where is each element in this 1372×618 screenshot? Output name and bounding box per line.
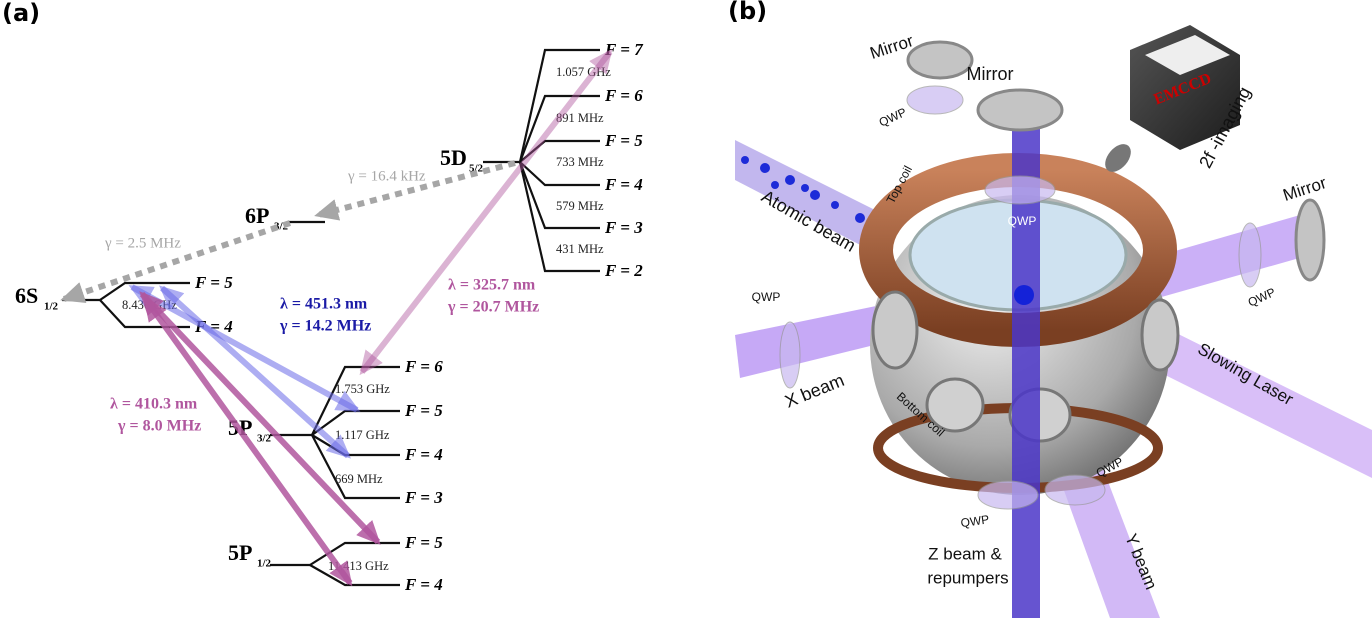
apparatus-render — [735, 25, 1372, 618]
transition-label: γ = 16.4 kHz — [347, 168, 426, 184]
panel-label: (a) — [2, 0, 40, 27]
splitting-label: 669 MHz — [335, 472, 383, 486]
apparatus-label: QWP — [752, 290, 781, 304]
f-label: F = 6 — [404, 357, 443, 376]
apparatus-label: QWP — [877, 105, 909, 130]
splitting-label: 733 MHz — [556, 155, 604, 169]
figure: (a)5D5/2F = 7F = 6F = 5F = 4F = 3F = 21.… — [0, 0, 1372, 618]
f-label: F = 5 — [404, 401, 443, 420]
f-label: F = 3 — [404, 488, 443, 507]
transition-label: γ = 2.5 MHz — [104, 235, 181, 251]
transition-label: λ = 451.3 nm — [280, 296, 368, 313]
level-name: 6P — [245, 203, 269, 228]
level-subscript: 3/2 — [257, 433, 272, 445]
f-label: F = 5 — [194, 273, 233, 292]
f-label: F = 4 — [404, 445, 443, 464]
splitting-label: 1.117 GHz — [335, 428, 390, 442]
transition-label: λ = 325.7 nm — [448, 277, 536, 294]
f-label: F = 4 — [404, 575, 443, 594]
f-label: F = 3 — [604, 218, 643, 237]
level-subscript: 1/2 — [257, 558, 272, 570]
level-name: 5P — [228, 540, 252, 565]
apparatus-label: repumpers — [927, 568, 1008, 587]
level-subscript: 1/2 — [44, 301, 59, 313]
f-label: F = 6 — [604, 86, 643, 105]
transition-label: γ = 8.0 MHz — [117, 418, 201, 435]
apparatus-label: Mirror — [967, 64, 1014, 84]
splitting-label: 1.057 GHz — [556, 65, 611, 79]
apparatus-label: QWP — [1008, 214, 1037, 228]
transition-arrow — [64, 223, 290, 299]
splitting-label: 431 MHz — [556, 242, 604, 256]
f-label: F = 5 — [404, 533, 443, 552]
level-name: 6S — [15, 283, 38, 308]
level-name: 5D — [440, 145, 467, 170]
f-label: F = 5 — [604, 131, 643, 150]
splitting-label: 579 MHz — [556, 199, 604, 213]
transition-label: γ = 20.7 MHz — [447, 299, 539, 316]
panel-label: (b) — [728, 0, 767, 25]
apparatus-label: QWP — [960, 512, 990, 530]
transition-label: λ = 410.3 nm — [110, 396, 198, 413]
apparatus-label: QWP — [1246, 285, 1278, 310]
f-label: F = 4 — [604, 175, 643, 194]
apparatus-label: Z beam & — [928, 544, 1002, 563]
transition-label: γ = 14.2 MHz — [279, 318, 371, 335]
splitting-label: 1.753 GHz — [335, 382, 390, 396]
f-label: F = 2 — [604, 261, 643, 280]
apparatus-label: Mirror — [1281, 173, 1329, 205]
